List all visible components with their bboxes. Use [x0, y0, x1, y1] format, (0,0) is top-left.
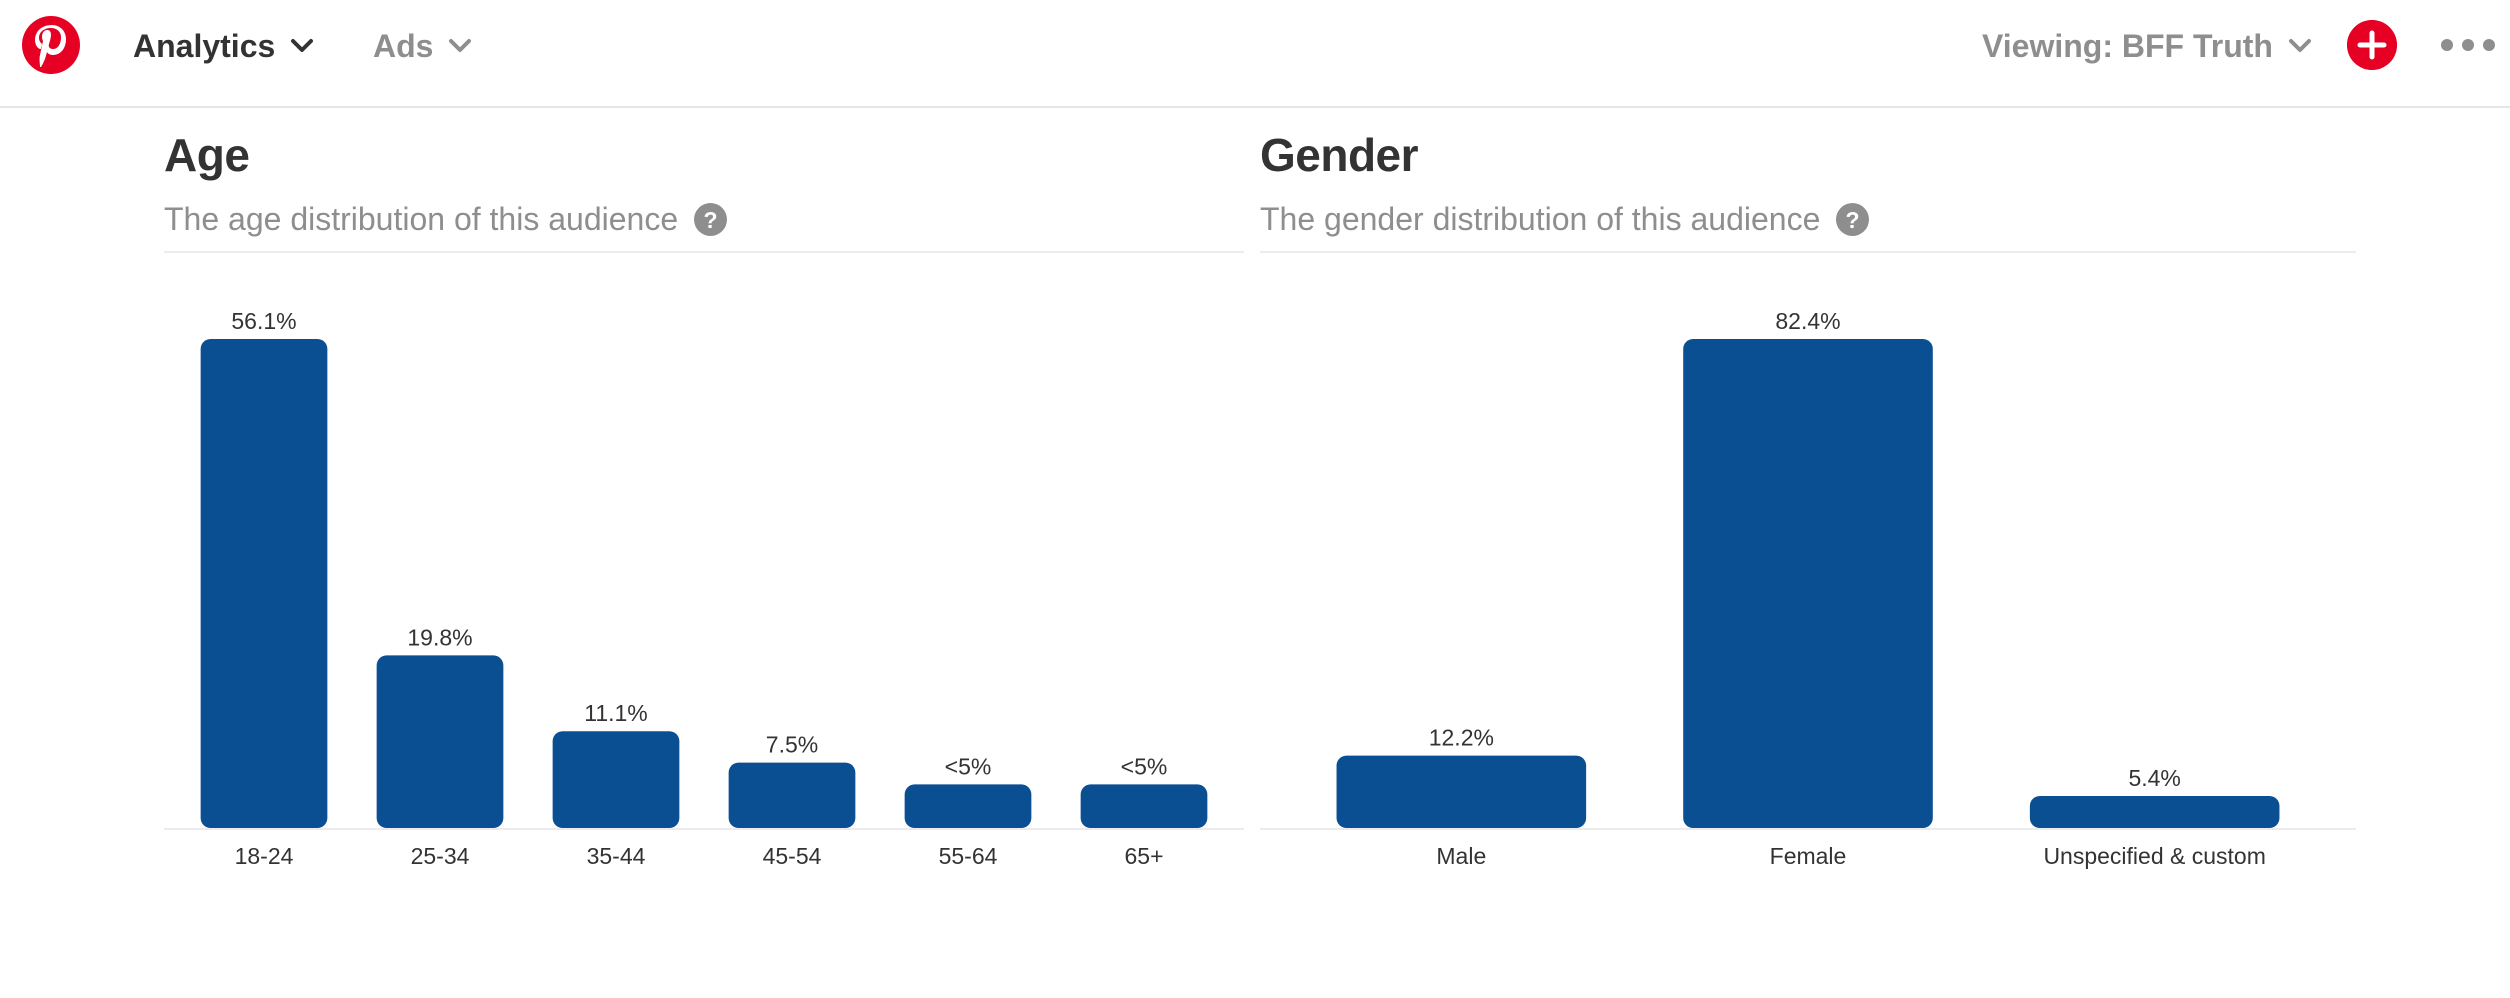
add-button[interactable]	[2347, 20, 2397, 70]
bar-45-54[interactable]	[728, 762, 856, 828]
pinterest-logo-icon[interactable]	[21, 15, 81, 75]
bar-value-label: 12.2%	[1429, 725, 1494, 751]
analytics-menu[interactable]: Analytics	[133, 22, 315, 70]
question-icon[interactable]: ?	[694, 202, 728, 236]
chevron-down-icon	[449, 39, 472, 52]
bar-value-label: 82.4%	[1775, 308, 1840, 334]
age-subtitle-text: The age distribution of this audience	[164, 200, 679, 237]
bar-unspecified-custom[interactable]	[2029, 795, 2280, 828]
svg-text:?: ?	[1846, 207, 1860, 233]
bar-value-label: 19.8%	[407, 624, 472, 650]
age-section-subtitle: The age distribution of this audience ?	[164, 198, 728, 240]
account-switcher[interactable]: Viewing: BFF Truth	[1982, 22, 2313, 70]
chevron-down-icon	[2288, 39, 2311, 52]
category-tick-label: 55-64	[939, 843, 998, 869]
account-switcher-label: Viewing: BFF Truth	[1982, 27, 2273, 64]
bar-18-24[interactable]	[200, 339, 328, 828]
age-bar-chart: 56.1% 18-24 19.8% 25-34 11.1% 35-44 7.5% 45-54 <…	[164, 308, 1244, 869]
category-tick-label: 18-24	[235, 843, 294, 869]
ads-menu-label: Ads	[373, 27, 434, 64]
category-tick-label: 65+	[1124, 843, 1163, 869]
gender-section-subtitle: The gender distribution of this audience…	[1260, 198, 1870, 240]
bar-35-44[interactable]	[552, 731, 680, 828]
chevron-down-icon	[291, 39, 314, 52]
gender-section-title: Gender	[1260, 129, 1419, 181]
more-options-button[interactable]	[2440, 30, 2496, 60]
question-icon[interactable]: ?	[1836, 202, 1870, 236]
top-navigation-bar: Analytics Ads Viewing: BFF Truth	[0, 0, 2510, 108]
gender-section-divider	[1260, 251, 2356, 253]
age-section-title: Age	[164, 129, 250, 181]
category-tick-label: 35-44	[587, 843, 646, 869]
bar-value-label: <5%	[945, 753, 992, 779]
category-tick-label: 45-54	[763, 843, 822, 869]
bar-25-34[interactable]	[376, 655, 504, 828]
bar-value-label: 5.4%	[2128, 765, 2180, 791]
bar-value-label: 56.1%	[231, 308, 296, 334]
ads-menu[interactable]: Ads	[373, 22, 473, 70]
bar-male[interactable]	[1336, 755, 1587, 828]
gender-bar-chart: 12.2% Male 82.4% Female 5.4% Unspecified & cu…	[1260, 308, 2356, 869]
bar-value-label: <5%	[1121, 753, 1168, 779]
category-tick-label: 25-34	[411, 843, 470, 869]
ellipsis-icon	[2441, 39, 2495, 51]
age-section-divider	[164, 251, 1244, 253]
bar-55-64[interactable]	[904, 784, 1032, 828]
analytics-menu-label: Analytics	[133, 27, 276, 64]
bar-female[interactable]	[1683, 339, 1933, 828]
bar-value-label: 11.1%	[584, 700, 648, 726]
category-tick-label: Unspecified & custom	[2043, 843, 2265, 869]
plus-icon	[2357, 30, 2387, 60]
category-tick-label: Female	[1770, 843, 1847, 869]
bar-65-[interactable]	[1080, 784, 1208, 828]
category-tick-label: Male	[1436, 843, 1486, 869]
svg-text:?: ?	[704, 207, 718, 233]
bar-value-label: 7.5%	[766, 732, 818, 758]
gender-subtitle-text: The gender distribution of this audience	[1260, 200, 1821, 237]
